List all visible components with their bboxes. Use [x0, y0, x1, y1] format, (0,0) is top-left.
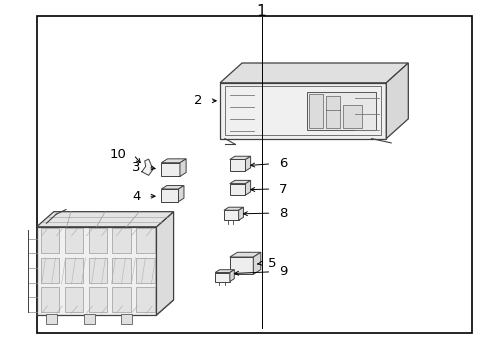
Bar — [41, 228, 59, 253]
Polygon shape — [229, 270, 234, 282]
Polygon shape — [229, 184, 245, 195]
Bar — [112, 228, 130, 253]
Bar — [64, 258, 82, 283]
Polygon shape — [161, 163, 180, 176]
Bar — [136, 287, 154, 312]
Text: 7: 7 — [278, 183, 286, 195]
Bar — [46, 314, 57, 324]
Text: 5: 5 — [267, 257, 276, 270]
Bar — [136, 228, 154, 253]
Polygon shape — [229, 159, 245, 171]
Bar — [41, 258, 59, 283]
Text: 9: 9 — [278, 265, 286, 278]
Polygon shape — [161, 159, 186, 163]
Polygon shape — [180, 159, 186, 176]
Bar — [325, 95, 339, 110]
Polygon shape — [220, 63, 407, 83]
Polygon shape — [220, 83, 386, 139]
Bar — [64, 228, 82, 253]
Bar — [88, 258, 106, 283]
Polygon shape — [161, 189, 178, 202]
Polygon shape — [238, 207, 243, 220]
Polygon shape — [229, 252, 260, 257]
Bar — [84, 314, 95, 324]
Polygon shape — [156, 212, 173, 315]
Bar — [224, 86, 381, 135]
Bar — [37, 16, 471, 333]
Bar — [41, 287, 59, 312]
Bar — [112, 287, 130, 312]
Text: 8: 8 — [278, 207, 286, 220]
Bar — [308, 94, 322, 128]
Text: 3: 3 — [132, 161, 141, 174]
Bar — [306, 92, 376, 130]
Polygon shape — [245, 156, 250, 171]
Polygon shape — [229, 180, 250, 184]
Polygon shape — [215, 273, 229, 282]
Polygon shape — [37, 227, 156, 315]
Polygon shape — [37, 300, 173, 315]
Polygon shape — [178, 185, 183, 202]
Bar — [88, 287, 106, 312]
Polygon shape — [229, 257, 253, 274]
Bar — [325, 109, 339, 128]
Polygon shape — [253, 252, 260, 274]
Polygon shape — [224, 207, 243, 210]
Text: 6: 6 — [278, 157, 286, 170]
Bar — [343, 105, 361, 128]
Text: 10: 10 — [109, 148, 126, 161]
Bar — [112, 258, 130, 283]
Bar — [64, 287, 82, 312]
Polygon shape — [142, 159, 152, 175]
Bar — [88, 228, 106, 253]
Polygon shape — [161, 185, 183, 189]
Text: 1: 1 — [256, 4, 266, 19]
Bar — [121, 314, 132, 324]
Polygon shape — [215, 270, 234, 273]
Text: 2: 2 — [194, 94, 203, 107]
Text: 4: 4 — [132, 190, 141, 203]
Polygon shape — [229, 156, 250, 159]
Bar — [136, 258, 154, 283]
Polygon shape — [37, 212, 173, 227]
Polygon shape — [386, 63, 407, 139]
Polygon shape — [245, 180, 250, 195]
Polygon shape — [224, 210, 238, 220]
